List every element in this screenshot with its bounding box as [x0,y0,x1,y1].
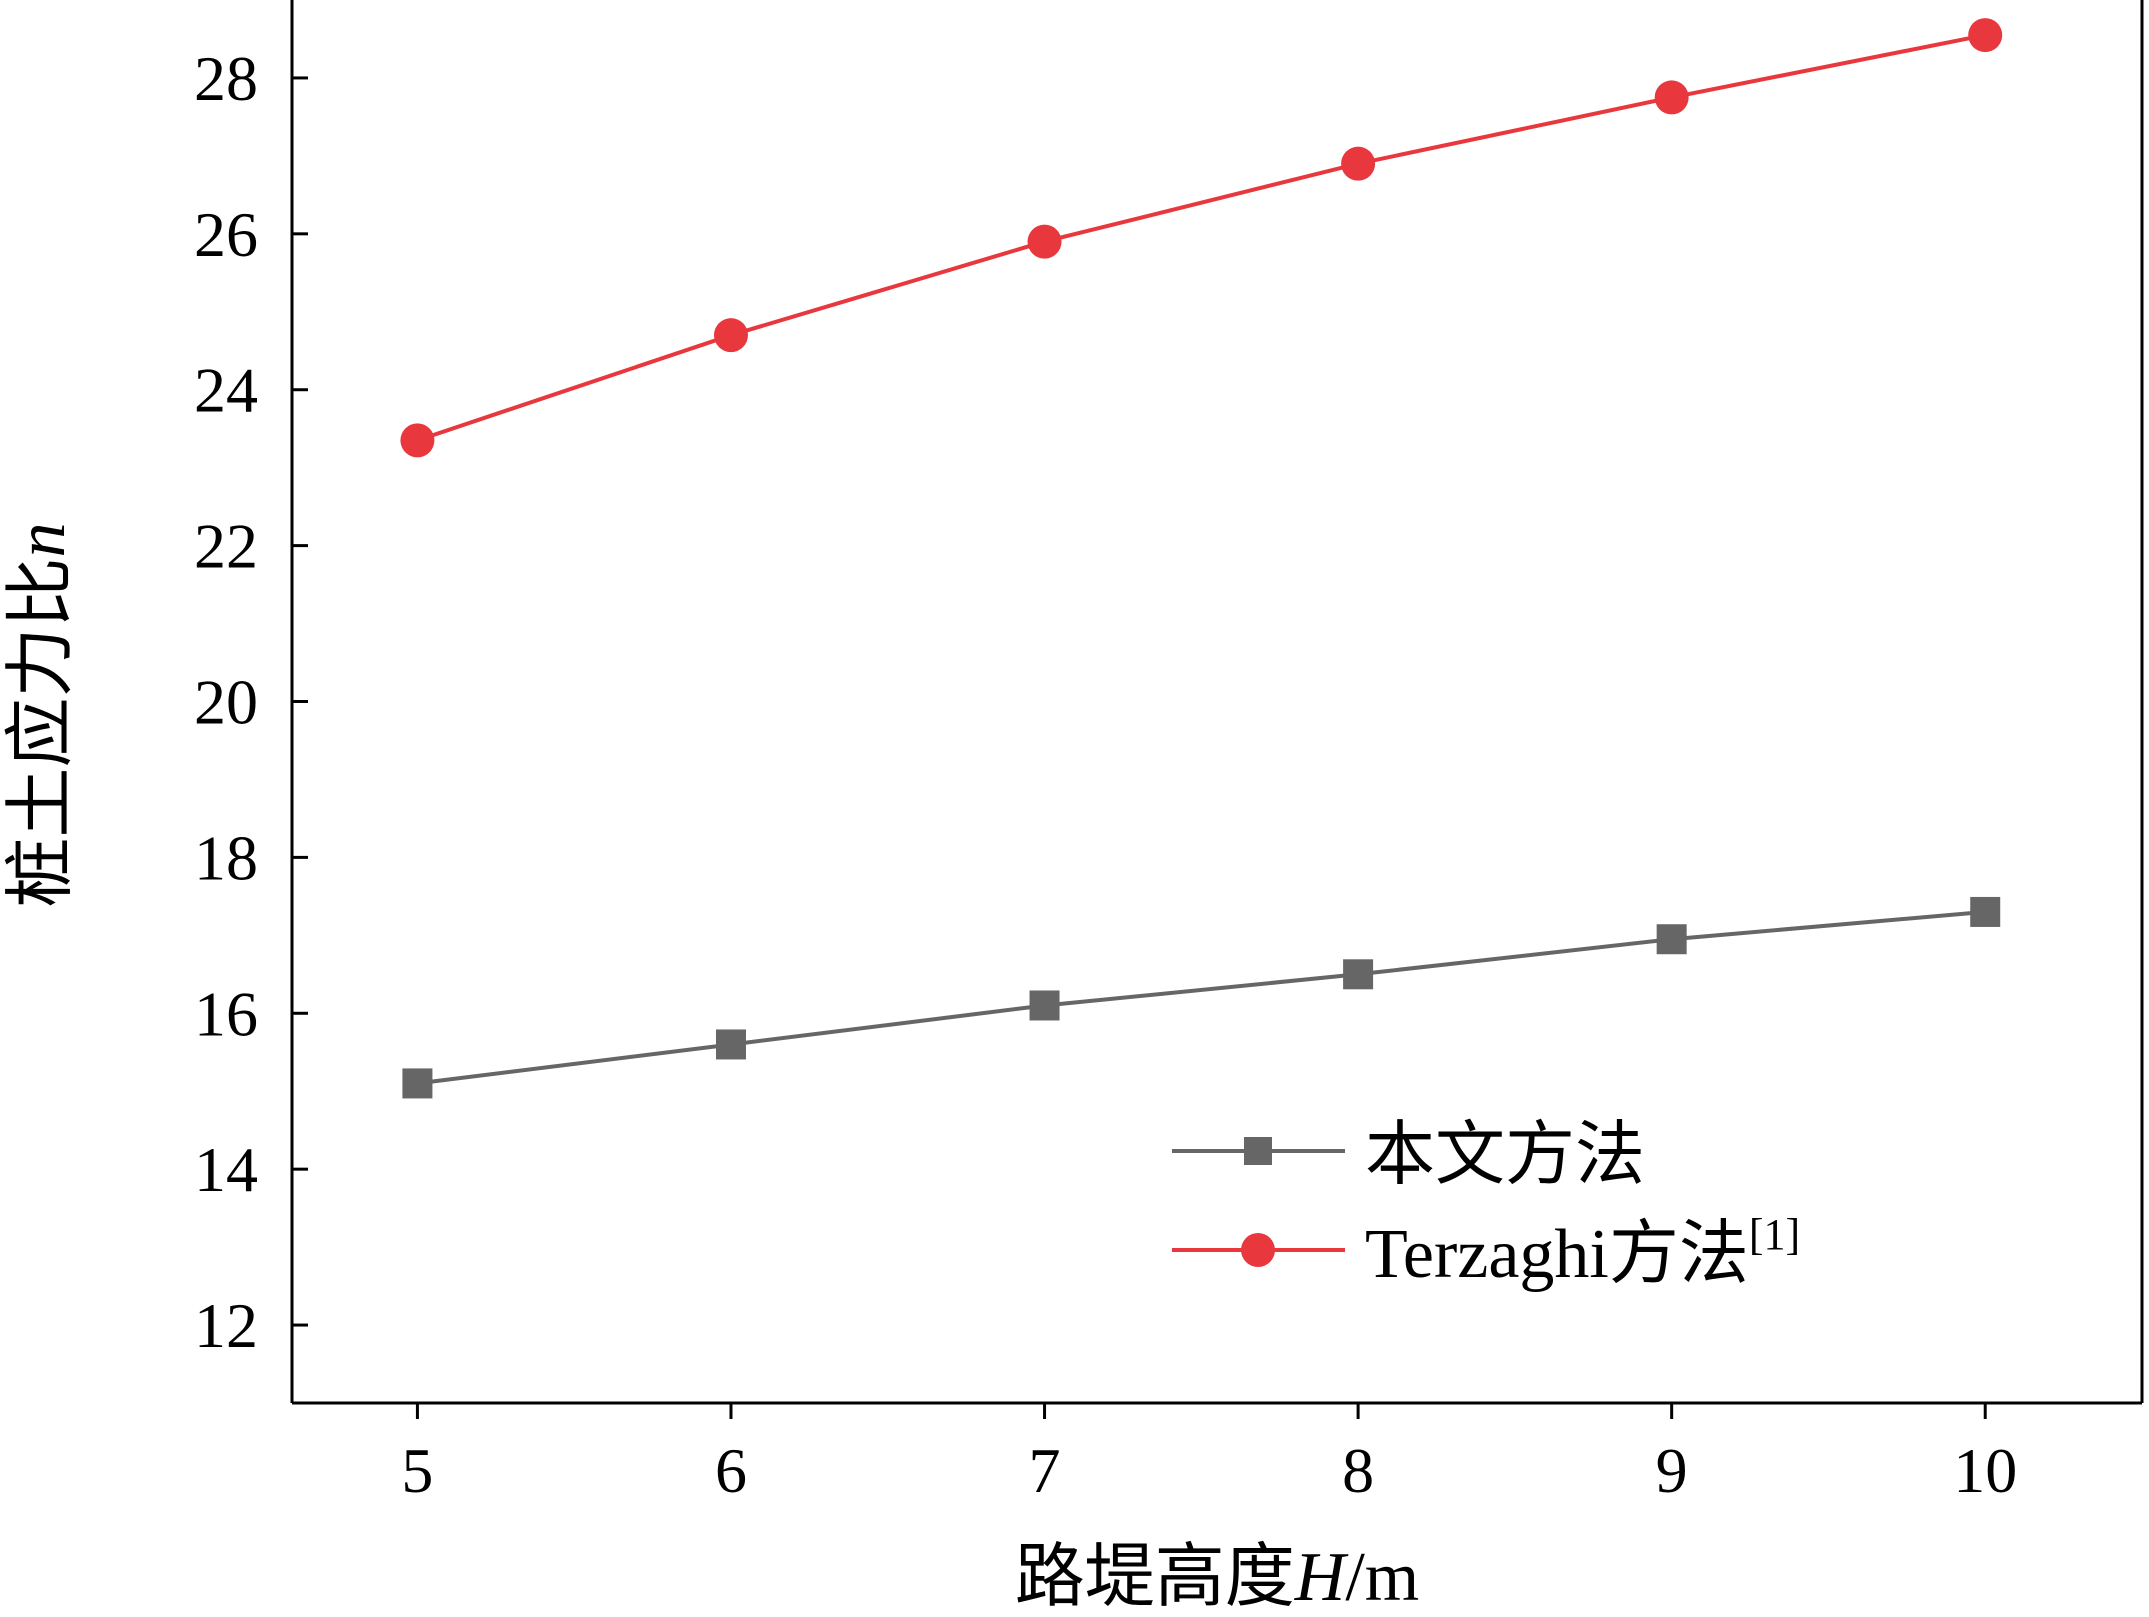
data-point-square [1029,990,1060,1021]
y-tick-label: 26 [194,199,258,270]
legend-label-1-main: Terzaghi方法 [1365,1216,1749,1293]
data-point-square [1656,924,1687,955]
y-tick-label: 18 [194,822,258,893]
data-point-square [715,1029,746,1060]
legend: 本文方法 Terzaghi方法[1] [1172,1117,1800,1293]
series-line [416,33,1986,443]
x-axis-title-var: H [1294,1539,1349,1616]
data-point-circle [1654,80,1689,115]
x-tick-label: 5 [401,1435,433,1506]
x-axis-title: 路堤高度H/m [1015,1539,1419,1616]
x-ticks: 5 6 7 8 9 10 [401,1403,2017,1506]
y-axis-title-main: 桩土应力比 [3,558,80,908]
data-point-square [402,1068,433,1099]
legend-marker-circle [1241,1233,1275,1267]
plot-area [290,0,2144,1405]
x-tick-label: 9 [1656,1435,1688,1506]
y-axis-title-var: n [3,523,80,558]
series-1 [400,18,2003,458]
series-layer [400,18,2003,1099]
x-tick-label: 6 [715,1435,747,1506]
legend-label-1-sup: [1] [1749,1210,1800,1259]
data-point-square [1343,959,1374,990]
y-tick-label: 12 [194,1290,258,1361]
y-axis-title: 桩土应力比n [3,523,80,908]
x-tick-label: 8 [1342,1435,1374,1506]
data-point-circle [1968,18,2003,53]
legend-item-0: 本文方法 [1172,1117,1645,1194]
y-tick-label: 28 [194,43,258,114]
data-point-square [1970,896,2001,927]
y-ticks: 12 14 16 18 20 22 24 26 28 [194,43,308,1361]
data-point-circle [1341,146,1376,181]
legend-label-0: 本文方法 [1365,1117,1645,1194]
y-tick-label: 16 [194,978,258,1049]
legend-item-1: Terzaghi方法[1] [1172,1210,1800,1293]
legend-marker-square [1244,1137,1272,1165]
y-tick-label: 20 [194,667,258,738]
x-axis-title-main: 路堤高度 [1015,1539,1295,1616]
y-tick-label: 22 [194,511,258,582]
legend-label-1: Terzaghi方法[1] [1365,1210,1800,1293]
x-axis-title-unit: /m [1345,1539,1419,1616]
x-tick-label: 7 [1029,1435,1061,1506]
y-tick-label: 14 [194,1134,258,1205]
series-0 [402,896,2001,1099]
data-point-circle [1027,224,1062,259]
series-line [417,909,1986,1086]
y-tick-label: 24 [194,355,258,426]
x-tick-label: 10 [1953,1435,2017,1506]
data-point-circle [400,423,435,458]
data-point-circle [713,318,748,353]
